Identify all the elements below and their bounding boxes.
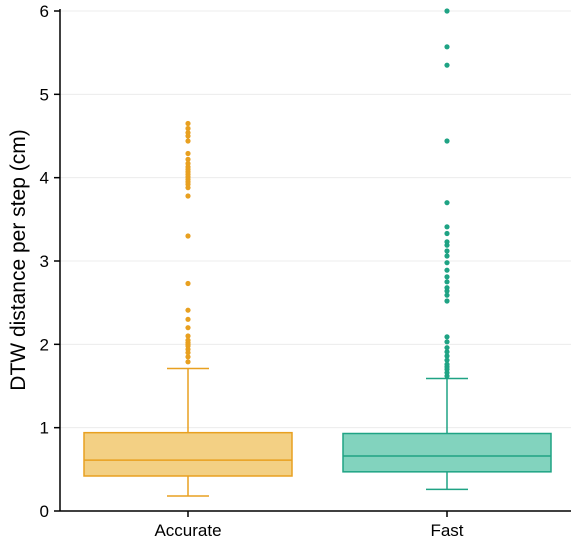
outlier-fast-9 [444,339,450,345]
outlier-fast-20 [444,248,450,254]
outlier-fast-12 [444,292,450,298]
outlier-fast-10 [444,334,450,340]
outlier-accurate-30 [185,125,191,132]
outlier-accurate-29 [185,130,191,136]
outlier-fast-5 [444,357,450,363]
outlier-fast-4 [444,361,450,367]
outlier-accurate-31 [185,120,191,127]
outlier-fast-19 [444,253,450,259]
x-tick-label-fast: Fast [430,521,463,538]
outlier-fast-25 [444,200,450,206]
y-tick-label-4: 4 [40,169,49,188]
outlier-fast-16 [444,274,450,280]
outlier-fast-6 [444,353,450,359]
outlier-accurate-7 [185,337,191,343]
outlier-fast-18 [444,260,450,266]
outlier-fast-29 [444,8,450,14]
outlier-fast-8 [444,345,450,351]
outlier-accurate-9 [185,325,191,331]
outlier-accurate-27 [185,138,191,144]
outlier-accurate-10 [185,316,191,322]
box-series [83,8,552,497]
y-axis-title: DTW distance per step (cm) [7,129,30,390]
grid-lines [60,10,571,429]
box-accurate [83,120,293,497]
outlier-fast-23 [444,230,450,237]
iqr-box-fast [342,432,552,473]
y-tick-label-6: 6 [40,2,49,21]
y-tick-label-5: 5 [40,85,49,104]
iqr-box-accurate [83,431,293,477]
outlier-accurate-14 [185,193,191,199]
outlier-accurate-1 [185,354,191,360]
outlier-fast-26 [444,138,450,144]
outlier-accurate-12 [185,280,191,287]
outlier-fast-28 [444,44,450,50]
outlier-fast-24 [444,224,450,230]
outlier-fast-7 [444,349,450,355]
outlier-accurate-13 [185,233,191,239]
outlier-fast-17 [444,267,450,273]
outlier-fast-14 [444,285,450,291]
outlier-accurate-8 [185,333,191,339]
y-tick-label-0: 0 [40,502,49,521]
outlier-accurate-26 [185,150,191,157]
outlier-accurate-24 [185,160,191,167]
x-tick-label-accurate: Accurate [154,521,221,538]
outlier-fast-11 [444,298,450,304]
box-fast [342,8,552,491]
outlier-fast-27 [444,62,450,68]
outlier-accurate-0 [185,359,191,365]
outlier-fast-15 [444,279,450,285]
y-tick-label-3: 3 [40,252,49,271]
outlier-accurate-25 [185,156,191,162]
y-tick-label-1: 1 [40,419,49,438]
axes: 0 1 2 3 4 5 6 Accurate Fast [40,2,571,538]
outlier-fast-22 [444,239,450,245]
y-tick-label-2: 2 [40,335,49,354]
outlier-accurate-11 [185,307,191,313]
